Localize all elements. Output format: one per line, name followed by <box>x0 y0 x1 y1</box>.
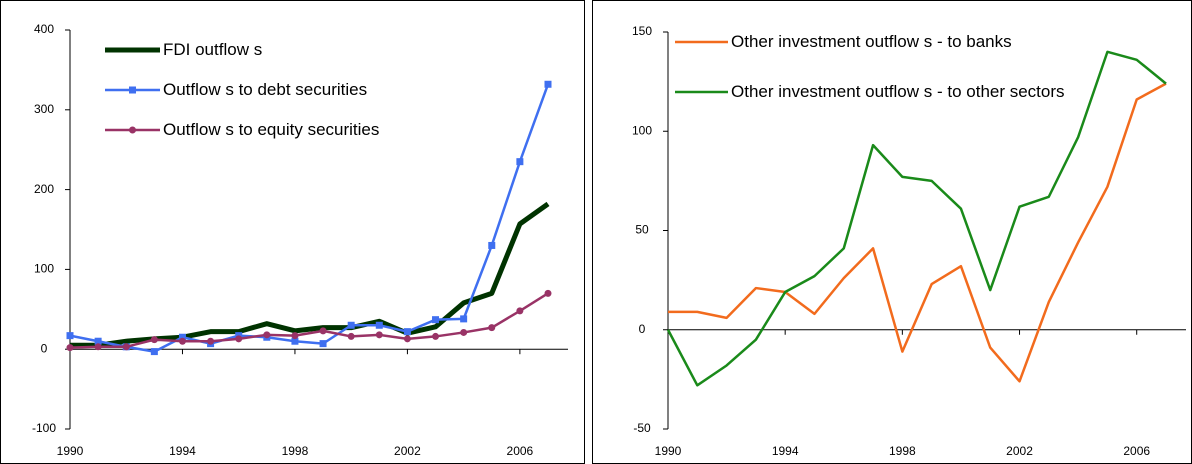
marker <box>488 241 496 249</box>
marker <box>94 337 102 345</box>
legend-entry: Outflow s to debt securities <box>163 80 368 99</box>
legend-entry: Other investment outflow s - to banks <box>731 32 1012 51</box>
marker <box>207 337 215 345</box>
marker <box>235 335 243 343</box>
marker <box>319 340 327 348</box>
marker <box>403 328 411 336</box>
legend-label: Other investment outflow s - to other se… <box>731 82 1065 101</box>
legend-label: Outflow s to debt securities <box>163 80 368 99</box>
series-line <box>69 292 549 349</box>
marker <box>460 328 468 336</box>
legend-entry: Outflow s to equity securities <box>163 120 380 139</box>
y-tick-label: 200 <box>34 182 54 196</box>
marker <box>516 307 524 315</box>
x-tick-label: 1990 <box>655 444 682 458</box>
marker <box>94 343 102 351</box>
x-tick-label: 2006 <box>507 444 534 458</box>
marker <box>66 332 74 340</box>
y-tick-label: 50 <box>635 223 649 237</box>
marker <box>460 315 468 323</box>
y-tick-label: 100 <box>34 262 54 276</box>
series-line <box>69 83 550 353</box>
y-tick-label: -100 <box>32 421 56 435</box>
marker <box>66 344 74 352</box>
marker <box>178 337 186 345</box>
marker <box>291 332 299 340</box>
series-line <box>668 82 1167 383</box>
x-tick-label: 1994 <box>772 444 799 458</box>
marker <box>347 332 355 340</box>
y-tick-label: 300 <box>34 102 54 116</box>
y-tick-label: 100 <box>632 123 652 137</box>
marker <box>291 337 299 345</box>
marker <box>432 316 440 324</box>
marker <box>150 348 158 356</box>
series-line <box>666 50 1167 387</box>
marker <box>403 335 411 343</box>
x-tick-label: 1994 <box>169 444 196 458</box>
y-tick-label: 0 <box>41 341 48 355</box>
marker <box>544 80 552 88</box>
y-tick-label: 150 <box>632 24 652 38</box>
legend-label: Outflow s to equity securities <box>163 120 380 139</box>
x-tick-label: 1998 <box>282 444 309 458</box>
marker <box>432 332 440 340</box>
legend-entry: Other investment outflow s - to other se… <box>731 82 1065 101</box>
legend-marker <box>129 86 136 94</box>
marker <box>319 327 327 335</box>
marker <box>122 343 130 351</box>
marker <box>516 158 524 166</box>
legend-label: Other investment outflow s - to banks <box>731 32 1012 51</box>
legend-entry: FDI outflow s <box>163 40 263 59</box>
marker <box>150 336 158 344</box>
x-tick-label: 1998 <box>889 444 916 458</box>
y-tick-label: 400 <box>34 22 54 36</box>
y-tick-label: 0 <box>639 322 646 336</box>
marker <box>347 321 355 329</box>
x-tick-label: 2002 <box>394 444 421 458</box>
marker <box>488 324 496 332</box>
marker <box>263 331 271 339</box>
marker <box>375 321 383 329</box>
legend-marker <box>129 126 136 134</box>
x-tick-label: 1990 <box>57 444 84 458</box>
marker <box>375 331 383 339</box>
x-tick-label: 2006 <box>1123 444 1150 458</box>
x-tick-label: 2002 <box>1006 444 1033 458</box>
series-line <box>70 201 550 348</box>
marker <box>178 333 186 341</box>
legend-label: FDI outflow s <box>163 40 263 59</box>
marker <box>544 289 552 297</box>
y-tick-label: -50 <box>633 421 651 435</box>
